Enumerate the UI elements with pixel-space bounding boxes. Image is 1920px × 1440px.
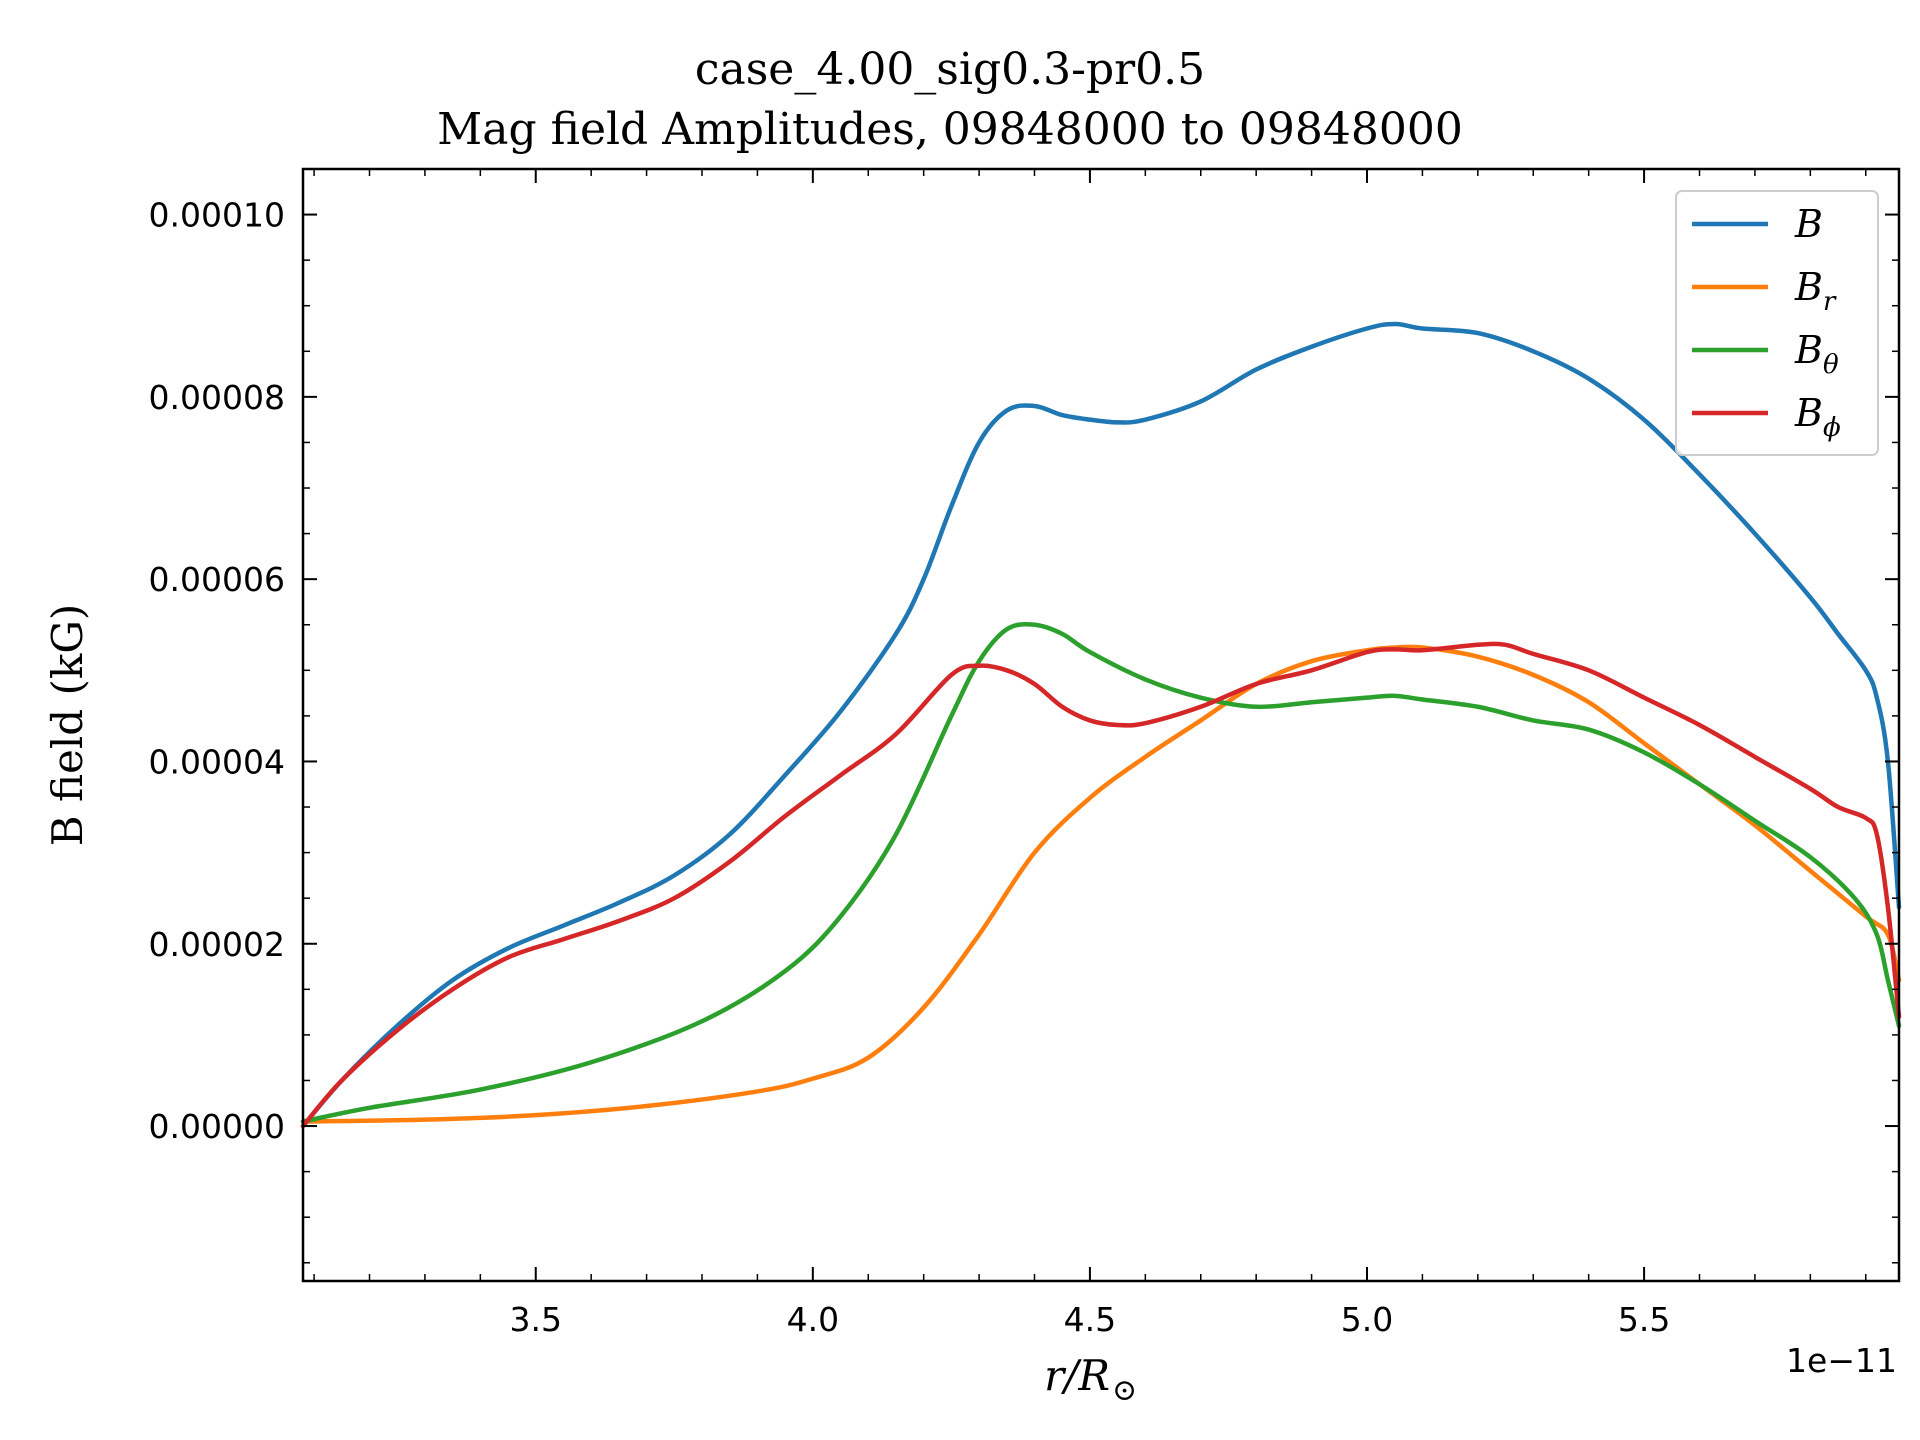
chart-title: case_4.00_sig0.3-pr0.5	[695, 44, 1205, 95]
legend-label: Bϕ	[1794, 391, 1841, 443]
x-tick-label: 4.0	[787, 1300, 839, 1339]
chart-subtitle: Mag field Amplitudes, 09848000 to 098480…	[437, 104, 1463, 155]
x-axis-label-subscript: ⊙	[1112, 1373, 1137, 1408]
legend-item-b: B	[1692, 202, 1823, 246]
series-line-btheta	[300, 621, 1902, 1124]
series-layer	[300, 321, 1902, 1129]
legend: B Br Bθ Bϕ	[1675, 190, 1879, 456]
y-tick-label: 0.00006	[149, 560, 285, 599]
x-tick-label: 4.5	[1064, 1300, 1116, 1339]
legend-items: B Br Bθ Bϕ	[1692, 202, 1841, 443]
ticks-layer: 3.5 4.0 4.5 5.0 5.5 0.00000 0.00002 0.00004 0.00…	[149, 169, 1899, 1339]
x-tick-label: 5.0	[1341, 1300, 1393, 1339]
y-tick-label: 0.00010	[149, 196, 285, 235]
x-axis-label: r/R	[1044, 1351, 1110, 1400]
series-line-br	[300, 644, 1902, 1124]
x-tick-label: 3.5	[510, 1300, 562, 1339]
legend-item-bphi: Bϕ	[1692, 391, 1841, 443]
legend-label: Bθ	[1794, 328, 1839, 380]
legend-label: B	[1794, 202, 1823, 246]
legend-label: Br	[1794, 265, 1837, 317]
y-axis-label: B field (kG)	[43, 604, 92, 847]
y-tick-label: 0.00002	[149, 925, 285, 964]
x-tick-label: 5.5	[1618, 1300, 1670, 1339]
y-tick-label: 0.00004	[149, 742, 285, 781]
series-line-b	[300, 321, 1902, 1129]
y-tick-label: 0.00000	[149, 1107, 285, 1146]
legend-item-btheta: Bθ	[1692, 328, 1839, 380]
plot-frame	[301, 167, 1901, 1283]
legend-item-br: Br	[1692, 265, 1837, 317]
legend-box	[1675, 190, 1879, 456]
x-offset-text: 1e−11	[1786, 1341, 1897, 1380]
series-line-bphi	[300, 641, 1902, 1129]
y-tick-label: 0.00008	[149, 378, 285, 417]
